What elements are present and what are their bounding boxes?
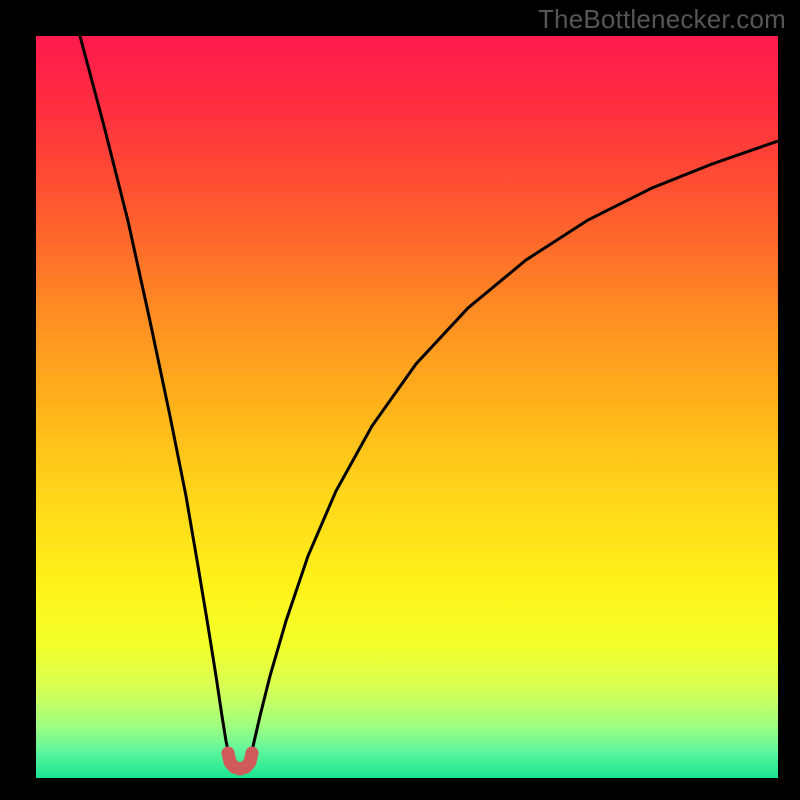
curve-right-branch	[251, 141, 778, 756]
curve-svg	[36, 36, 778, 778]
dip-u-marker	[228, 753, 252, 769]
plot-area	[36, 36, 778, 778]
watermark-text: TheBottlenecker.com	[538, 4, 786, 35]
curve-left-branch	[80, 36, 229, 756]
